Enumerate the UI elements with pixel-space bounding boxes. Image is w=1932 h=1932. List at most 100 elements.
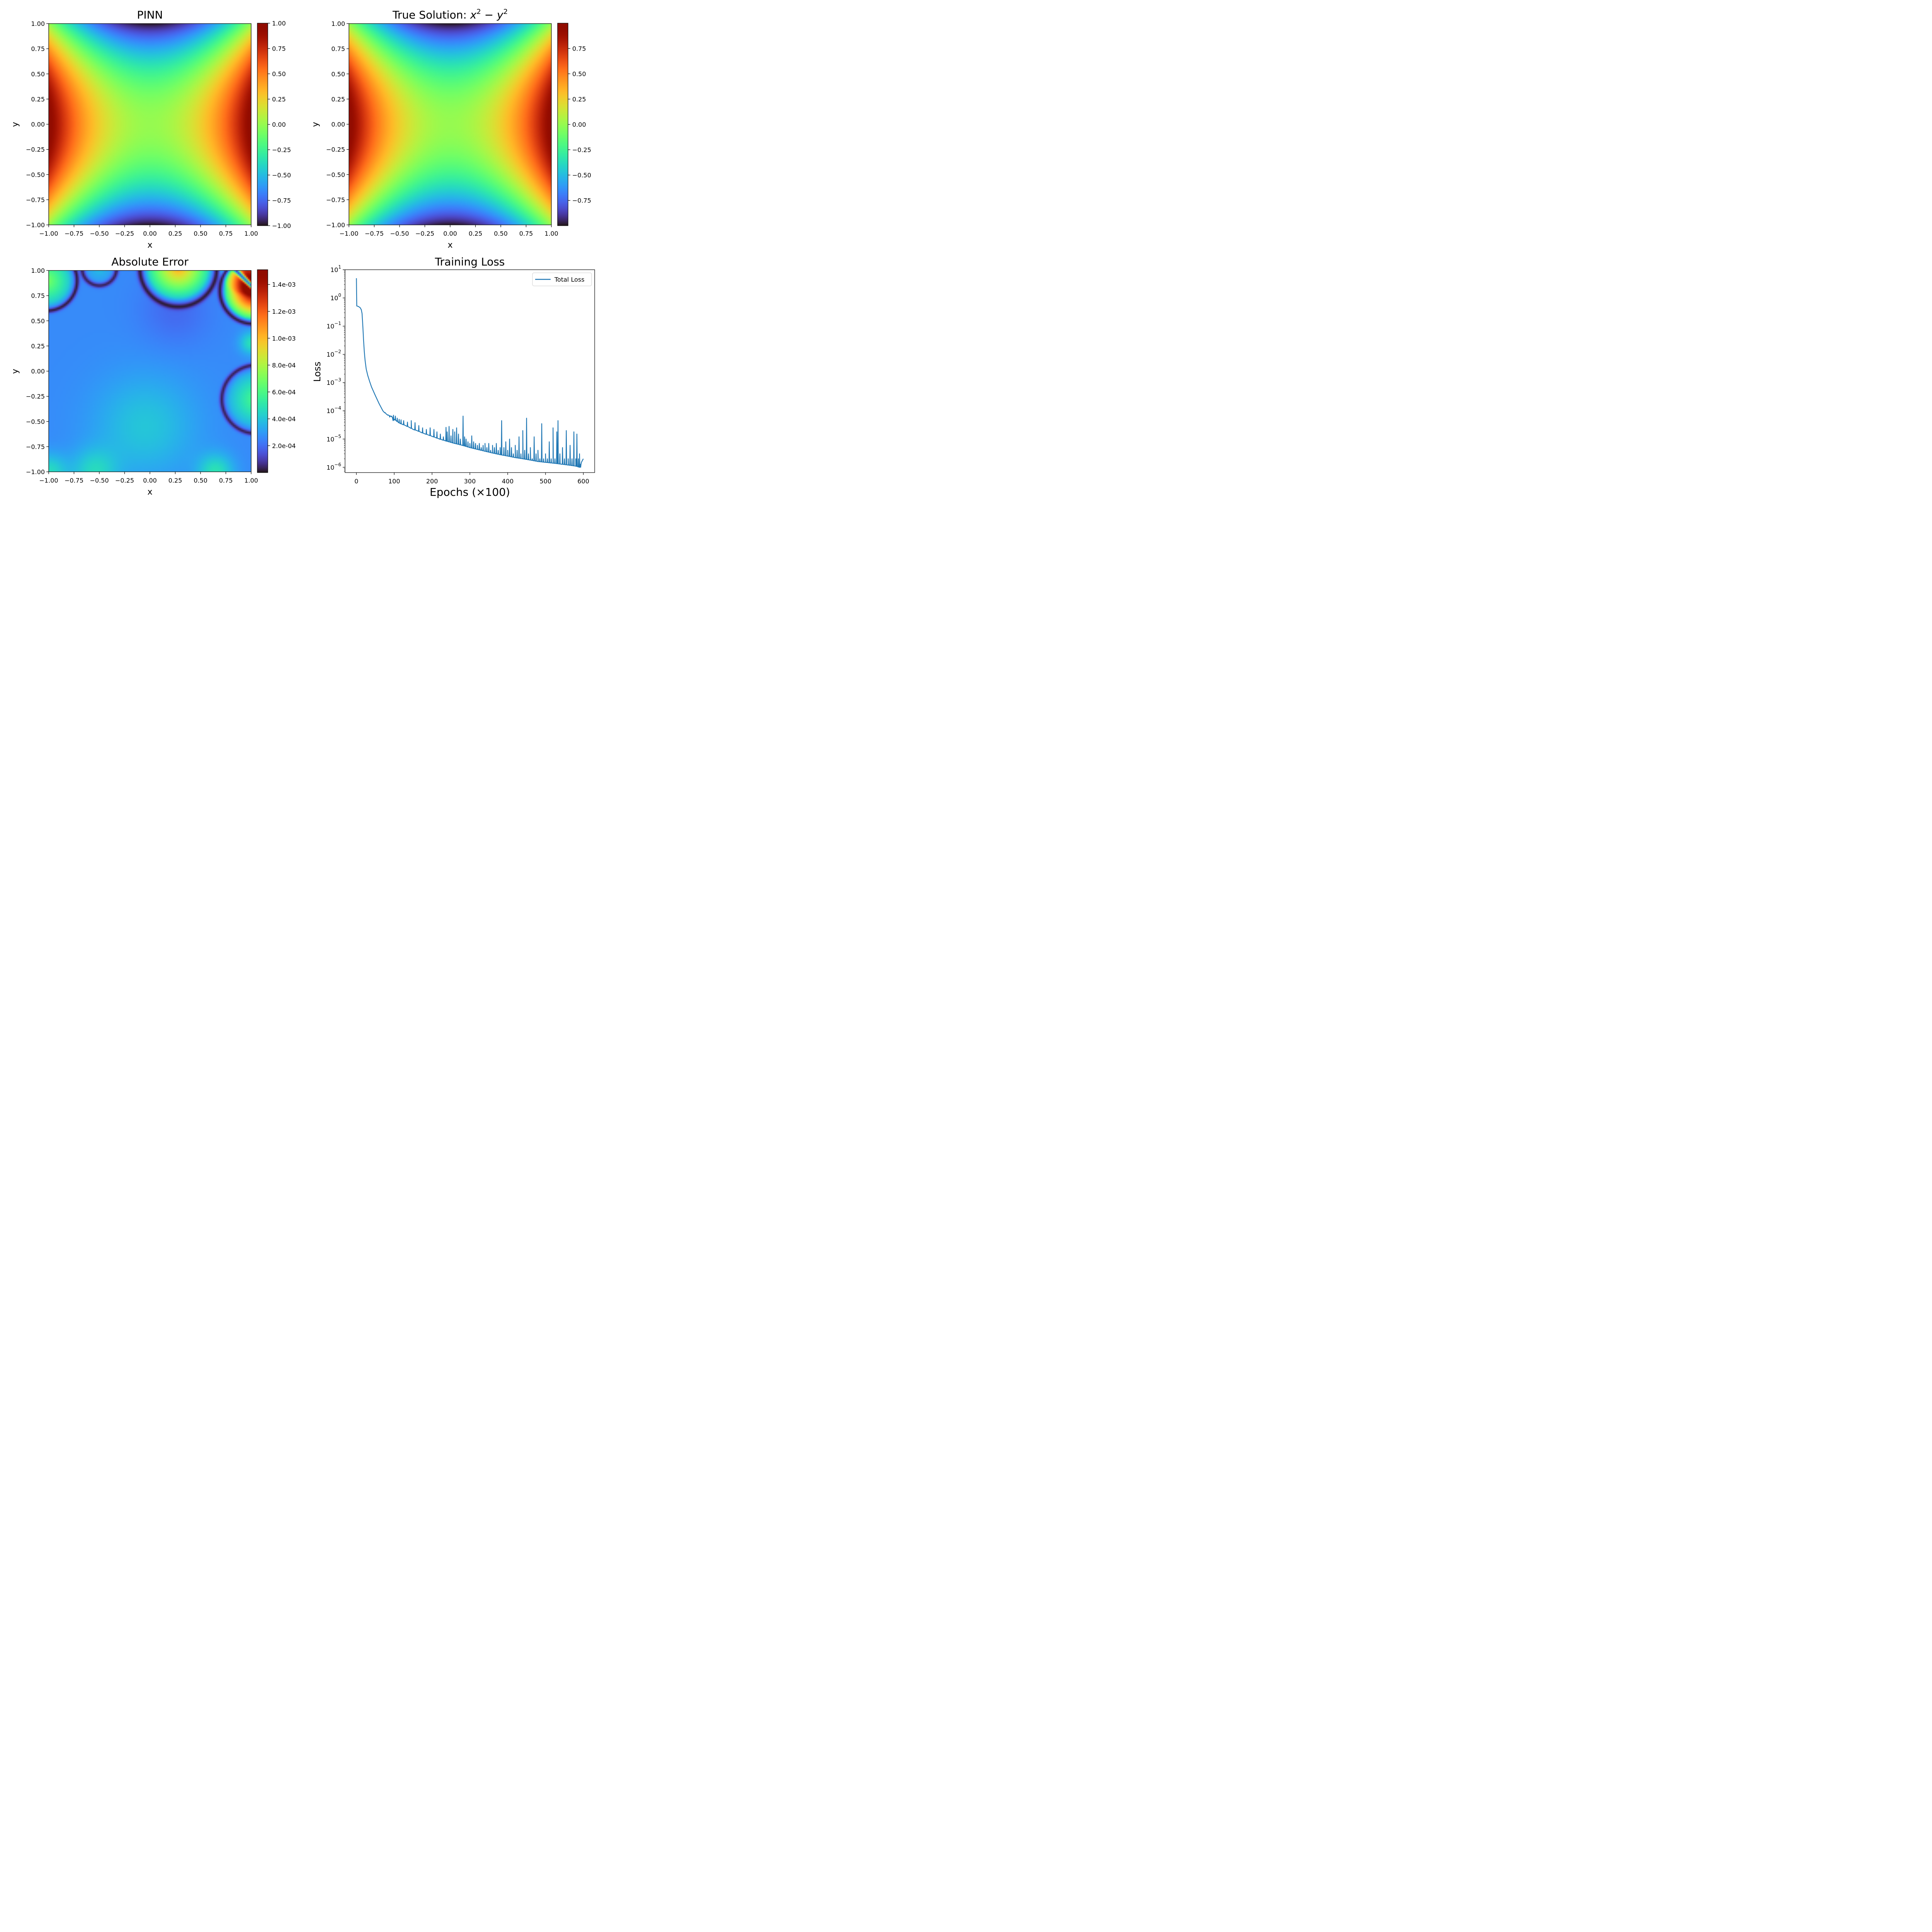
y-tick-label: −0.75 xyxy=(326,196,345,204)
x-tick-label: 0.50 xyxy=(194,230,207,237)
pinn-colorbar-ticks: −1.00 −0.75 −0.50 −0.25 0.00 0.25 0.50 0.75 1.00 xyxy=(268,20,291,230)
pinn-y-ticks: −1.00 −0.75 −0.50 −0.25 0.00 0.25 0.50 0.75 1.00 xyxy=(26,20,49,229)
true-solution-y-ticks: −1.00 −0.75 −0.50 −0.25 0.00 0.25 0.50 0.75 1.00 xyxy=(326,20,349,229)
true-solution-title-text: True Solution: xyxy=(392,9,467,21)
legend-label-total-loss: Total Loss xyxy=(554,276,585,283)
colorbar-tick-label: 8.0e-04 xyxy=(272,362,296,369)
colorbar-tick-label: 1.4e-03 xyxy=(272,281,296,288)
x-tick-label: −0.25 xyxy=(415,230,434,237)
true-solution-y-axis-label: y xyxy=(311,122,320,127)
x-tick-label: 0.50 xyxy=(494,230,508,237)
colorbar-tick-label: 1.2e-03 xyxy=(272,308,296,315)
y-tick-label: 10−3 xyxy=(327,377,341,386)
x-tick-label: −1.00 xyxy=(39,230,58,237)
colorbar-tick-label: 1.00 xyxy=(272,20,286,27)
colorbar-tick-label: 0.25 xyxy=(572,95,586,103)
x-tick-label: 0 xyxy=(354,478,358,485)
x-tick-label: 0.00 xyxy=(143,230,157,237)
x-tick-label: −0.50 xyxy=(90,477,109,484)
absolute-error-y-ticks: −1.00 −0.75 −0.50 −0.25 0.00 0.25 0.50 0.75 1.00 xyxy=(26,267,49,476)
x-tick-label: 0.75 xyxy=(519,230,533,237)
colorbar-tick-label: −0.25 xyxy=(272,146,291,154)
colorbar-tick-label: 0.50 xyxy=(572,70,586,78)
colorbar-tick-label: 0.75 xyxy=(572,45,586,52)
y-tick-label: 100 xyxy=(330,293,341,302)
colorbar-tick-label: 4.0e-04 xyxy=(272,415,296,423)
absolute-error-colorbar-ticks: 2.0e-04 4.0e-04 6.0e-04 8.0e-04 1.0e-03 1.2e-… xyxy=(268,281,296,449)
y-tick-label: −0.25 xyxy=(326,146,345,153)
y-tick-label: 0.50 xyxy=(31,70,45,78)
y-tick-label: −0.50 xyxy=(26,418,45,425)
pinn-x-ticks: −1.00 −0.75 −0.50 −0.25 0.00 0.25 0.50 0.75 1.00 xyxy=(39,225,258,237)
x-tick-label: −0.25 xyxy=(115,230,134,237)
x-tick-label: −1.00 xyxy=(339,230,358,237)
pinn-title: PINN xyxy=(137,9,163,21)
true-solution-title-minus: − xyxy=(485,9,493,21)
true-solution-x-axis-label: x xyxy=(447,240,452,250)
y-tick-label: 101 xyxy=(330,264,341,274)
y-tick-label: 0.25 xyxy=(31,342,45,350)
x-tick-label: 0.75 xyxy=(219,230,233,237)
y-tick-label: 0.25 xyxy=(331,95,345,103)
colorbar-tick-label: −0.50 xyxy=(572,172,591,179)
y-tick-label: 1.00 xyxy=(31,20,45,27)
x-tick-label: 200 xyxy=(426,478,438,485)
true-solution-title-x-exp: 2 xyxy=(476,8,481,16)
pinn-colorbar xyxy=(257,23,268,226)
panel-true-solution: True Solution: x2 − y2 −1.00 −0.75 −0.50 −0… xyxy=(311,8,591,250)
panel-training-loss: Training Loss 0 100 200 300 400 500 600 101 100… xyxy=(312,255,595,498)
absolute-error-y-axis-label: y xyxy=(10,369,20,374)
panel-pinn: PINN −1.00 −0.75 −0.50 −0.25 0.00 0.25 0.50 0.7… xyxy=(10,9,291,250)
true-solution-title-y: y xyxy=(497,9,503,21)
training-loss-x-ticks: 0 100 200 300 400 500 600 xyxy=(354,473,589,485)
x-tick-label: 500 xyxy=(539,478,551,485)
x-tick-label: 1.00 xyxy=(544,230,558,237)
y-tick-label: 1.00 xyxy=(331,20,345,27)
y-tick-label: −1.00 xyxy=(26,468,45,476)
x-tick-label: 0.25 xyxy=(168,477,182,484)
colorbar-tick-label: −0.75 xyxy=(272,197,291,204)
true-solution-heatmap xyxy=(349,24,551,225)
training-loss-y-ticks: 101 100 10−1 10−2 10−3 10−4 10−5 10−6 xyxy=(327,264,345,472)
y-tick-label: 10−6 xyxy=(327,462,341,471)
colorbar-tick-label: 0.00 xyxy=(572,121,586,128)
x-tick-label: 600 xyxy=(577,478,589,485)
x-tick-label: −0.50 xyxy=(390,230,409,237)
x-tick-label: −0.50 xyxy=(90,230,109,237)
x-tick-label: 0.50 xyxy=(194,477,207,484)
x-tick-label: 0.00 xyxy=(143,477,157,484)
absolute-error-x-ticks: −1.00 −0.75 −0.50 −0.25 0.00 0.25 0.50 0.75 1.00 xyxy=(39,472,258,484)
pinn-x-axis-label: x xyxy=(147,240,152,250)
x-tick-label: 0.75 xyxy=(219,477,233,484)
y-tick-label: −0.75 xyxy=(26,196,45,204)
y-tick-label: 0.50 xyxy=(31,317,45,325)
training-loss-title: Training Loss xyxy=(435,255,505,268)
training-loss-y-axis-label: Loss xyxy=(312,362,323,382)
x-tick-label: −0.75 xyxy=(365,230,384,237)
colorbar-tick-label: 0.25 xyxy=(272,96,286,103)
y-tick-label: 0.75 xyxy=(31,45,45,53)
x-tick-label: 1.00 xyxy=(244,477,258,484)
y-tick-label: −0.25 xyxy=(26,393,45,400)
true-solution-title-x: x xyxy=(470,9,477,21)
absolute-error-heatmap xyxy=(49,270,251,472)
x-tick-label: −0.75 xyxy=(65,477,83,484)
absolute-error-colorbar xyxy=(257,270,268,473)
true-solution-colorbar-ticks: −0.75 −0.50 −0.25 0.00 0.25 0.50 0.75 xyxy=(568,45,591,204)
figure: PINN −1.00 −0.75 −0.50 −0.25 0.00 0.25 0.50 0.7… xyxy=(0,0,603,502)
panel-absolute-error: Absolute Error −1.00 −0.75 −0.50 −0.25 0.00 0… xyxy=(10,255,296,497)
absolute-error-title: Absolute Error xyxy=(111,255,189,268)
training-loss-line xyxy=(356,278,584,468)
colorbar-tick-label: −0.25 xyxy=(572,146,591,154)
x-tick-label: 400 xyxy=(502,478,514,485)
training-loss-x-axis-label: Epochs (×100) xyxy=(430,486,510,498)
absolute-error-x-axis-label: x xyxy=(147,487,152,497)
x-tick-label: −0.75 xyxy=(65,230,83,237)
y-tick-label: 0.50 xyxy=(331,70,345,78)
colorbar-tick-label: 0.50 xyxy=(272,70,286,78)
true-solution-title: True Solution: x2 − y2 xyxy=(392,8,508,21)
absolute-error-colorbar-frame xyxy=(257,269,268,473)
colorbar-tick-label: 0.75 xyxy=(272,45,286,53)
training-loss-legend: Total Loss xyxy=(532,272,592,286)
y-tick-label: 10−1 xyxy=(327,321,341,330)
